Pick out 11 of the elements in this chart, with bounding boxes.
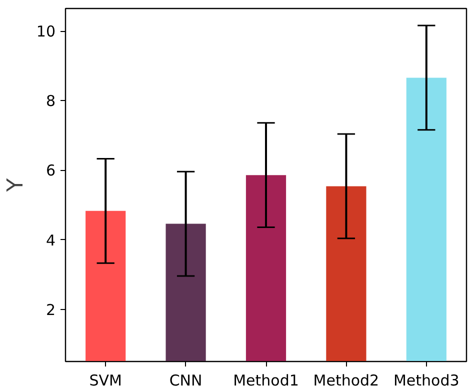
x-tick-label: Method1 — [233, 372, 299, 390]
x-tick-label: Method2 — [313, 372, 380, 390]
x-tick-label: Method3 — [394, 372, 460, 390]
y-tick-label: 8 — [46, 92, 56, 110]
x-tick-label: CNN — [169, 372, 202, 390]
y-tick-label: 6 — [46, 162, 56, 180]
y-tick-label: 10 — [36, 22, 56, 41]
x-tick-label: SVM — [89, 372, 122, 390]
y-tick-label: 4 — [46, 231, 56, 250]
y-axis-title: Y — [3, 178, 28, 193]
y-tick-label: 2 — [46, 300, 56, 319]
